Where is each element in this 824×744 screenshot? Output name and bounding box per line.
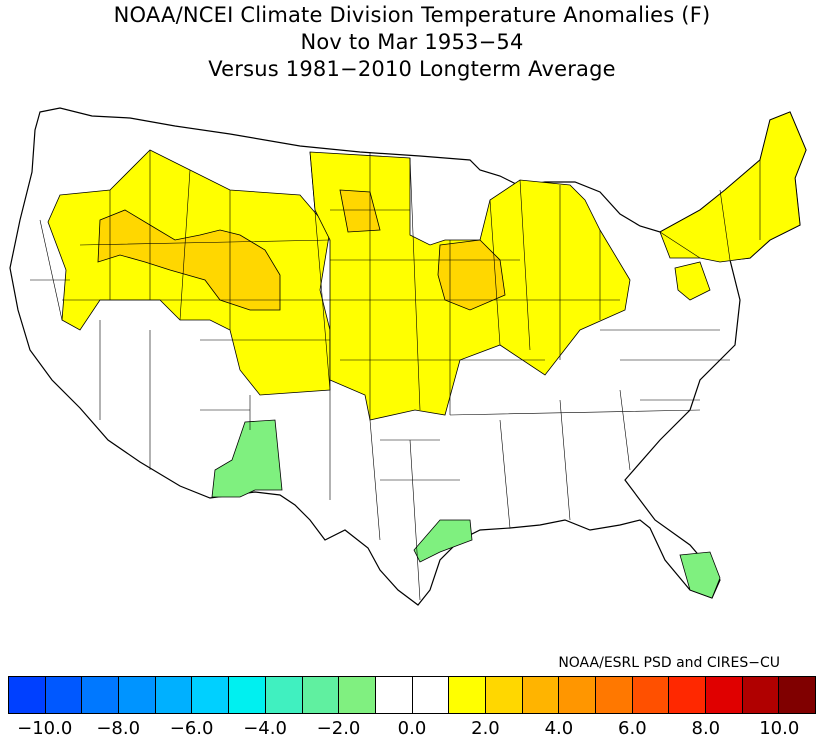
colorbar-swatch [596, 677, 633, 713]
colorbar-swatch [302, 677, 340, 713]
colorbar-swatch [375, 677, 413, 713]
colorbar-swatch [265, 677, 303, 713]
colorbar-tick-label: 2.0 [471, 718, 500, 739]
region-texas-upper-gulf-coast [413, 519, 473, 563]
title-line-2: Nov to Mar 1953−54 [300, 30, 524, 54]
colorbar-tick-label: 8.0 [691, 718, 721, 739]
region-new-england-new-york [659, 111, 807, 263]
colorbar-tick-label: −10.0 [17, 718, 73, 739]
colorbar-tick-label: 4.0 [544, 718, 574, 739]
colorbar-tick-label: −2.0 [316, 718, 361, 739]
colorbar-swatch [522, 677, 560, 713]
climate-division-boundaries [30, 150, 761, 601]
colorbar-tick-label: 0.0 [397, 718, 427, 739]
colorbar-swatch [742, 677, 780, 713]
colorbar-swatch [669, 677, 707, 713]
region-southern-arizona-new-mexico [211, 419, 283, 498]
colorbar-swatch [412, 677, 450, 713]
us-climate-division-map [9, 107, 807, 606]
region-south-florida [679, 551, 721, 599]
anomaly-regions [47, 111, 807, 599]
colorbar-swatch [155, 677, 193, 713]
anomaly-colorbar [8, 676, 816, 714]
colorbar-swatch [339, 677, 376, 713]
colorbar-tick-labels: −10.0 −8.0 −6.0 −4.0 −2.0 0.0 2.0 4.0 6.0 8.0 10.0 [0, 718, 824, 742]
colorbar-swatch [9, 677, 46, 713]
colorbar-swatch [45, 677, 83, 713]
title-line-3: Versus 1981−2010 Longterm Average [208, 57, 616, 81]
colorbar-swatch [82, 677, 120, 713]
map-title: NOAA/NCEI Climate Division Temperature A… [0, 2, 824, 83]
colorbar-swatch [485, 677, 523, 713]
colorbar-swatch [779, 677, 816, 713]
region-iowa [437, 239, 506, 311]
colorbar-tick-label: −8.0 [96, 718, 141, 739]
colorbar-swatch [632, 677, 670, 713]
colorbar-swatch [559, 677, 596, 713]
region-idaho-wyoming [97, 209, 281, 311]
colorbar-swatch [706, 677, 743, 713]
colorbar-swatch [192, 677, 230, 713]
colorbar-swatch [449, 677, 486, 713]
region-pennsylvania [674, 261, 711, 301]
colorbar-swatch [229, 677, 266, 713]
colorbar-swatch [119, 677, 156, 713]
data-credit: NOAA/ESRL PSD and CIRES−CU [558, 655, 780, 671]
colorbar-tick-label: 6.0 [618, 718, 647, 739]
colorbar-tick-label: −4.0 [243, 718, 287, 739]
colorbar-tick-label: 10.0 [759, 718, 800, 739]
colorbar-tick-label: −6.0 [169, 718, 214, 739]
title-line-1: NOAA/NCEI Climate Division Temperature A… [113, 3, 711, 27]
